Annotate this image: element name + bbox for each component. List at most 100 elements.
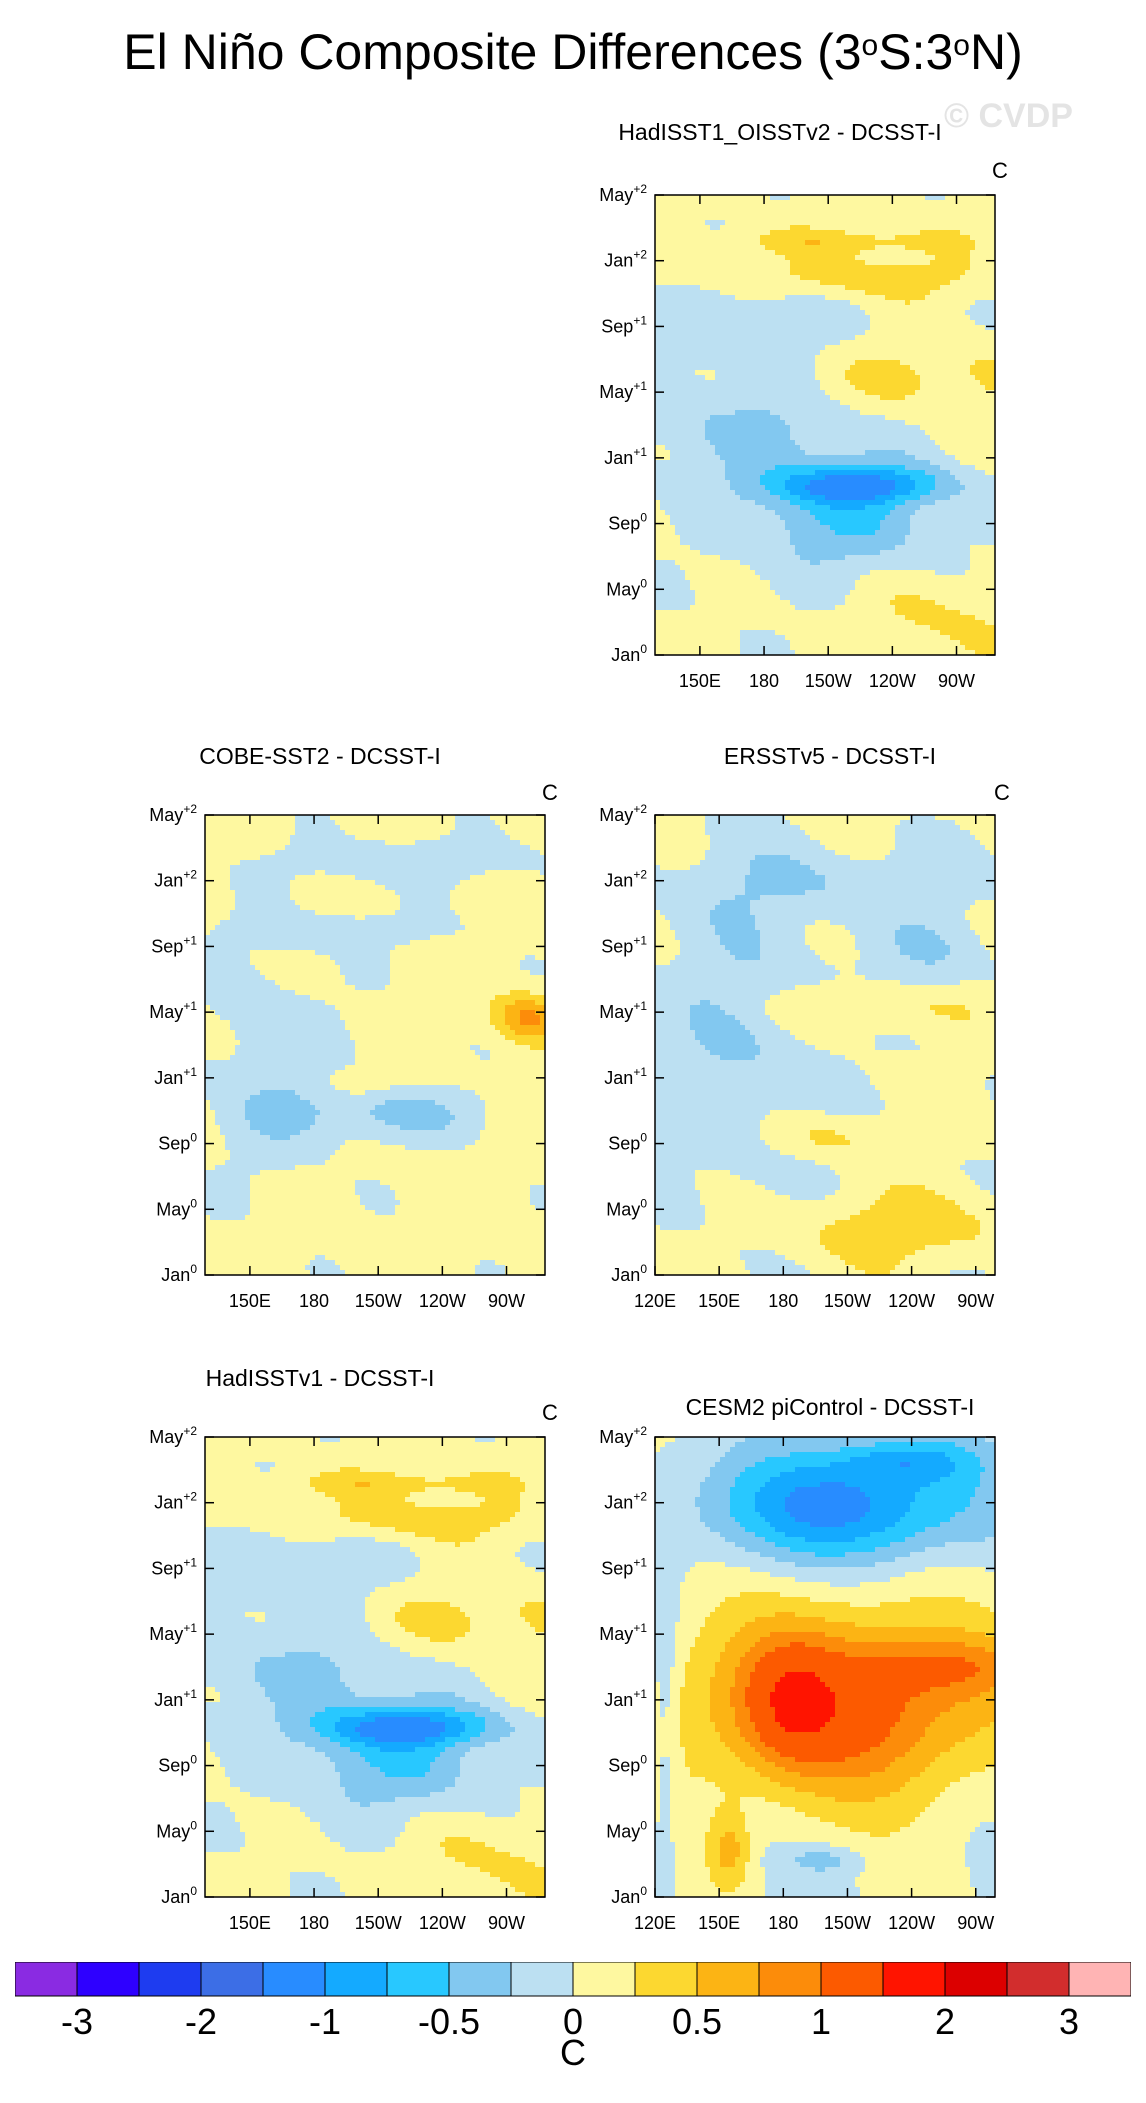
heatmap-cell bbox=[675, 435, 681, 441]
heatmap-cell bbox=[755, 195, 761, 201]
heatmap-cell bbox=[790, 535, 796, 541]
heatmap-cell bbox=[895, 600, 901, 606]
heatmap-cell bbox=[655, 325, 661, 331]
heatmap-cell bbox=[720, 370, 726, 376]
heatmap-cell bbox=[900, 580, 906, 586]
heatmap-cell bbox=[710, 255, 716, 261]
heatmap-cell bbox=[780, 270, 786, 276]
heatmap-cell bbox=[685, 390, 691, 396]
heatmap-cell bbox=[915, 325, 921, 331]
heatmap-cell bbox=[815, 370, 821, 376]
heatmap-cell bbox=[665, 420, 671, 426]
heatmap-cell bbox=[750, 310, 756, 316]
heatmap-cell bbox=[850, 560, 856, 566]
heatmap-cell bbox=[710, 375, 716, 381]
heatmap-cell bbox=[730, 495, 736, 501]
heatmap-cell bbox=[775, 415, 781, 421]
heatmap-cell bbox=[905, 580, 911, 586]
heatmap-cell bbox=[885, 300, 891, 306]
heatmap-cell bbox=[835, 445, 841, 451]
heatmap-cell bbox=[700, 250, 706, 256]
heatmap-cell bbox=[700, 595, 706, 601]
heatmap-cell bbox=[830, 375, 836, 381]
heatmap-cell bbox=[730, 545, 736, 551]
heatmap-cell bbox=[870, 620, 876, 626]
heatmap-cell bbox=[800, 425, 806, 431]
heatmap-cell bbox=[775, 590, 781, 596]
heatmap-cell bbox=[900, 640, 906, 646]
heatmap-cell bbox=[825, 320, 831, 326]
heatmap-cell bbox=[655, 250, 661, 256]
heatmap-cell bbox=[670, 605, 676, 611]
heatmap-cell bbox=[705, 505, 711, 511]
heatmap-cell bbox=[700, 320, 706, 326]
heatmap-cell bbox=[805, 200, 811, 206]
heatmap-cell bbox=[665, 600, 671, 606]
heatmap-cell bbox=[845, 465, 851, 471]
heatmap-cell bbox=[825, 340, 831, 346]
heatmap-cell bbox=[840, 580, 846, 586]
heatmap-cell bbox=[770, 510, 776, 516]
heatmap-cell bbox=[915, 290, 921, 296]
heatmap-cell bbox=[730, 555, 736, 561]
heatmap-cell bbox=[785, 635, 791, 641]
heatmap-cell bbox=[695, 375, 701, 381]
heatmap-cell bbox=[825, 555, 831, 561]
heatmap-cell bbox=[695, 500, 701, 506]
heatmap-cell bbox=[690, 470, 696, 476]
heatmap-cell bbox=[870, 600, 876, 606]
heatmap-cell bbox=[695, 620, 701, 626]
heatmap-cell bbox=[750, 360, 756, 366]
heatmap-cell bbox=[760, 225, 766, 231]
heatmap-cell bbox=[910, 285, 916, 291]
heatmap-cell bbox=[860, 450, 866, 456]
heatmap-cell bbox=[830, 385, 836, 391]
heatmap-cell bbox=[810, 475, 816, 481]
heatmap-cell bbox=[890, 205, 896, 211]
heatmap-cell bbox=[720, 460, 726, 466]
heatmap-cell bbox=[865, 475, 871, 481]
heatmap-cell bbox=[800, 395, 806, 401]
heatmap-cell bbox=[810, 515, 816, 521]
heatmap-cell bbox=[805, 505, 811, 511]
heatmap-cell bbox=[775, 315, 781, 321]
heatmap-cell bbox=[775, 260, 781, 266]
heatmap-cell bbox=[840, 460, 846, 466]
heatmap-cell bbox=[875, 565, 881, 571]
heatmap-cell bbox=[685, 230, 691, 236]
heatmap-cell bbox=[790, 590, 796, 596]
heatmap-cell bbox=[775, 250, 781, 256]
heatmap-cell bbox=[670, 390, 676, 396]
heatmap-cell bbox=[740, 280, 746, 286]
heatmap-cell bbox=[695, 220, 701, 226]
heatmap-cell bbox=[705, 310, 711, 316]
heatmap-cell bbox=[915, 565, 921, 571]
heatmap-cell bbox=[765, 570, 771, 576]
heatmap-cell bbox=[855, 650, 861, 655]
heatmap-cell bbox=[755, 480, 761, 486]
heatmap-cell bbox=[800, 310, 806, 316]
heatmap-cell bbox=[725, 640, 731, 646]
heatmap-cell bbox=[840, 255, 846, 261]
heatmap-cell bbox=[885, 240, 891, 246]
heatmap-cell bbox=[685, 455, 691, 461]
heatmap-cell bbox=[815, 495, 821, 501]
heatmap-cell bbox=[840, 295, 846, 301]
heatmap-cell bbox=[835, 310, 841, 316]
heatmap-cell bbox=[815, 640, 821, 646]
heatmap-cell bbox=[795, 355, 801, 361]
heatmap-cell bbox=[825, 530, 831, 536]
heatmap-cell bbox=[675, 415, 681, 421]
heatmap-cell bbox=[925, 300, 931, 306]
heatmap-cell bbox=[920, 250, 926, 256]
heatmap-cell bbox=[890, 290, 896, 296]
heatmap-cell bbox=[675, 520, 681, 526]
heatmap-cell bbox=[900, 475, 906, 481]
heatmap-cell bbox=[785, 275, 791, 281]
heatmap-cell bbox=[920, 575, 926, 581]
heatmap-cell bbox=[685, 280, 691, 286]
heatmap-cell bbox=[750, 405, 756, 411]
heatmap-cell bbox=[775, 365, 781, 371]
heatmap-cell bbox=[760, 215, 766, 221]
heatmap-cell bbox=[665, 565, 671, 571]
